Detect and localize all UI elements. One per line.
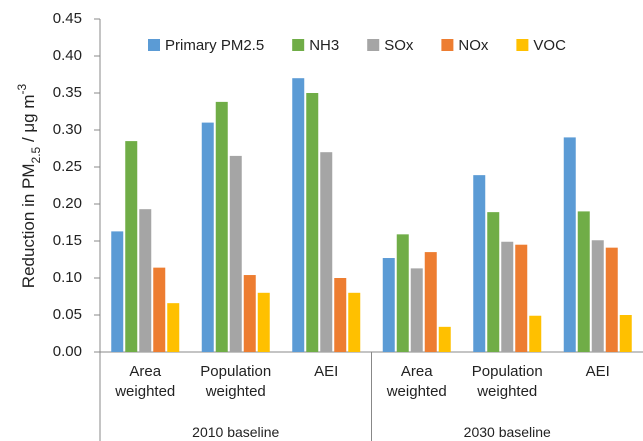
bar [257, 292, 270, 352]
bar [292, 78, 305, 352]
legend-label: Primary PM2.5 [165, 37, 264, 54]
bar [215, 101, 228, 352]
bar [563, 137, 576, 352]
bar [306, 93, 319, 352]
bar [229, 155, 242, 352]
bar [515, 244, 528, 352]
x-tick-label: Population weighted [200, 363, 272, 400]
bar [529, 315, 542, 352]
legend-swatch [516, 39, 529, 51]
bar [487, 212, 500, 352]
bar [243, 275, 256, 352]
legend-swatch [367, 39, 380, 51]
legend-label: NH3 [309, 37, 339, 54]
bar [605, 247, 618, 352]
bar [167, 303, 180, 352]
y-tick-label: 0.00 [53, 343, 82, 360]
legend-swatch [148, 39, 160, 51]
x-tick-label: Population weighted [471, 363, 543, 400]
y-label-part: Reduction in PM [19, 163, 38, 288]
y-tick-label: 0.15 [53, 232, 82, 249]
x-tick-label: Area weighted [115, 363, 176, 400]
x-tick-label: Area weighted [386, 363, 447, 400]
legend-swatch [441, 39, 454, 51]
bar [396, 234, 409, 352]
y-tick-label: 0.10 [53, 269, 82, 286]
y-tick-label: 0.20 [53, 195, 82, 212]
bar [111, 231, 124, 352]
legend-label: VOC [533, 37, 566, 54]
y-tick-label: 0.25 [53, 158, 82, 175]
x-tick-label: AEI [314, 363, 339, 380]
bar [424, 252, 437, 352]
bar [382, 258, 395, 352]
bar [139, 209, 152, 352]
bar [410, 268, 423, 352]
y-tick-label: 0.45 [53, 10, 82, 27]
y-label-part: -3 [15, 83, 29, 94]
legend-label: SOx [384, 37, 414, 54]
y-tick-label: 0.40 [53, 47, 82, 64]
bar [125, 141, 138, 352]
group-label: 2010 baseline [192, 424, 280, 440]
x-tick-label: AEI [585, 363, 610, 380]
bar [320, 152, 333, 352]
bar [577, 211, 590, 352]
bar [334, 278, 347, 352]
y-tick-label: 0.05 [53, 306, 82, 323]
bar [348, 292, 361, 352]
group-label: 2030 baseline [463, 424, 551, 440]
bar [438, 326, 451, 352]
y-label-part: 2.5 [29, 146, 43, 163]
y-label-part: / μg m [19, 94, 38, 146]
legend-label: NOx [458, 37, 489, 54]
bar [591, 240, 604, 352]
bar [201, 122, 214, 352]
bar [153, 267, 166, 352]
y-axis-label: Reduction in PM2.5 / μg m-3 [15, 83, 43, 288]
y-tick-label: 0.30 [53, 121, 82, 138]
bar [473, 175, 486, 352]
bar [501, 241, 514, 352]
y-tick-label: 0.35 [53, 84, 82, 101]
legend-swatch [292, 39, 305, 51]
bar [619, 315, 632, 352]
